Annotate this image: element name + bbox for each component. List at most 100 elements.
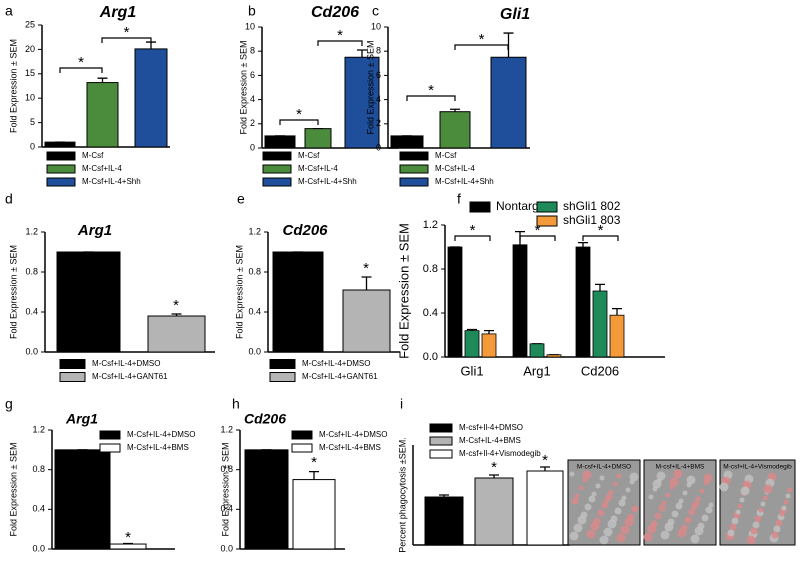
y-tick-label: 4 bbox=[376, 94, 381, 104]
micrograph-caption: M-csf+IL-4+Vismodegib bbox=[723, 464, 792, 471]
cell bbox=[616, 533, 626, 543]
y-axis-label: Fold Expression ± SEM bbox=[234, 245, 244, 339]
legend-label: M-Csf+IL-4+BMS bbox=[319, 443, 381, 452]
significance-star: * bbox=[598, 222, 604, 239]
bar bbox=[464, 330, 480, 358]
cell bbox=[760, 501, 766, 507]
cell bbox=[737, 503, 743, 509]
cell bbox=[574, 493, 580, 499]
error-bar bbox=[578, 241, 588, 247]
legend-swatch bbox=[269, 359, 296, 369]
panel-letter: g bbox=[5, 396, 13, 412]
cell bbox=[582, 470, 592, 480]
cell bbox=[673, 469, 683, 479]
significance-star: * bbox=[124, 24, 130, 41]
cell bbox=[599, 475, 605, 481]
significance-star: * bbox=[428, 82, 434, 99]
legend-swatch bbox=[46, 177, 76, 187]
legend-label: M-Csf bbox=[298, 151, 320, 160]
bar bbox=[147, 315, 206, 353]
cell bbox=[675, 502, 683, 510]
legend-label: M-Csf+IL-4 bbox=[298, 164, 338, 173]
legend-swatch bbox=[46, 164, 76, 174]
cell bbox=[781, 505, 787, 511]
legend-swatch bbox=[262, 177, 292, 187]
bar bbox=[512, 244, 528, 358]
bar bbox=[575, 246, 591, 358]
cell bbox=[763, 484, 773, 494]
legend-label: M-Csf+IL-4+DMSO bbox=[92, 359, 160, 368]
cell bbox=[667, 518, 675, 526]
cell bbox=[591, 491, 597, 497]
x-tick-label: Cd206 bbox=[581, 363, 619, 378]
cell bbox=[614, 507, 622, 515]
bar bbox=[244, 449, 289, 550]
y-tick-label: 1.2 bbox=[220, 424, 233, 434]
cell bbox=[631, 505, 639, 513]
significance-star: * bbox=[78, 54, 84, 71]
panel-letter: h bbox=[232, 396, 240, 412]
legend-swatch bbox=[99, 443, 121, 453]
legend-swatch bbox=[262, 151, 292, 161]
y-axis-label: Fold Expression ± SEM bbox=[8, 39, 18, 133]
cell bbox=[762, 495, 768, 501]
bar bbox=[54, 449, 111, 550]
cell bbox=[665, 492, 671, 498]
cell bbox=[731, 517, 739, 525]
legend-label: M-Csf+IL-4+BMS bbox=[459, 436, 521, 445]
cell bbox=[661, 500, 667, 506]
bar bbox=[609, 314, 625, 358]
cell bbox=[758, 507, 764, 513]
cell bbox=[569, 531, 579, 541]
y-tick-label: 0.0 bbox=[423, 351, 438, 363]
bar bbox=[439, 111, 471, 149]
bar bbox=[526, 470, 564, 546]
chart-title: Arg1 bbox=[65, 411, 98, 427]
y-tick-label: 0.8 bbox=[220, 464, 233, 474]
bar bbox=[109, 543, 147, 550]
y-tick-label: 15 bbox=[25, 68, 35, 78]
y-tick-label: 6 bbox=[376, 70, 381, 80]
cell bbox=[719, 482, 729, 492]
y-tick-label: 2 bbox=[376, 118, 381, 128]
y-tick-label: 0.4 bbox=[423, 307, 438, 319]
cell bbox=[610, 515, 618, 523]
significance-star: * bbox=[479, 31, 485, 48]
cell bbox=[752, 521, 760, 529]
y-tick-label: 10 bbox=[25, 93, 35, 103]
y-tick-label: 0 bbox=[250, 142, 255, 152]
y-tick-label: 10 bbox=[371, 21, 381, 31]
cell bbox=[586, 529, 596, 539]
legend-swatch bbox=[59, 359, 86, 369]
y-tick-label: 0.8 bbox=[32, 464, 45, 474]
panel-letter: f bbox=[457, 191, 461, 207]
legend-swatch bbox=[429, 449, 453, 459]
y-axis-label: Percent phagocytosis ±SEM. bbox=[397, 437, 407, 553]
y-tick-label: 8 bbox=[250, 46, 255, 56]
y-axis-label: Fold Expression ± SEM bbox=[220, 443, 230, 537]
cell bbox=[601, 501, 609, 509]
legend-swatch bbox=[399, 151, 429, 161]
cell bbox=[729, 523, 737, 531]
panel-letter: e bbox=[237, 191, 245, 207]
chart-title: Cd206 bbox=[282, 222, 328, 239]
legend-swatch bbox=[291, 443, 313, 453]
cell bbox=[569, 471, 575, 477]
cell bbox=[658, 504, 666, 512]
panel-letter: c bbox=[372, 3, 379, 19]
bar bbox=[592, 290, 608, 358]
legend-label: M-Csf bbox=[82, 151, 104, 160]
legend-label: shGli1 802 bbox=[563, 199, 621, 213]
bar bbox=[272, 251, 324, 353]
cell bbox=[785, 493, 791, 499]
y-tick-label: 10 bbox=[245, 21, 255, 31]
cell bbox=[678, 498, 684, 504]
bar bbox=[424, 496, 464, 546]
cell bbox=[597, 509, 605, 517]
bar bbox=[481, 333, 497, 358]
y-tick-label: 0.8 bbox=[423, 263, 438, 275]
legend-label: M-csf+Il-4+Vismodegib bbox=[459, 449, 541, 458]
legend-label: M-Csf+IL-4+DMSO bbox=[319, 430, 387, 439]
y-tick-label: 0.0 bbox=[220, 543, 233, 553]
